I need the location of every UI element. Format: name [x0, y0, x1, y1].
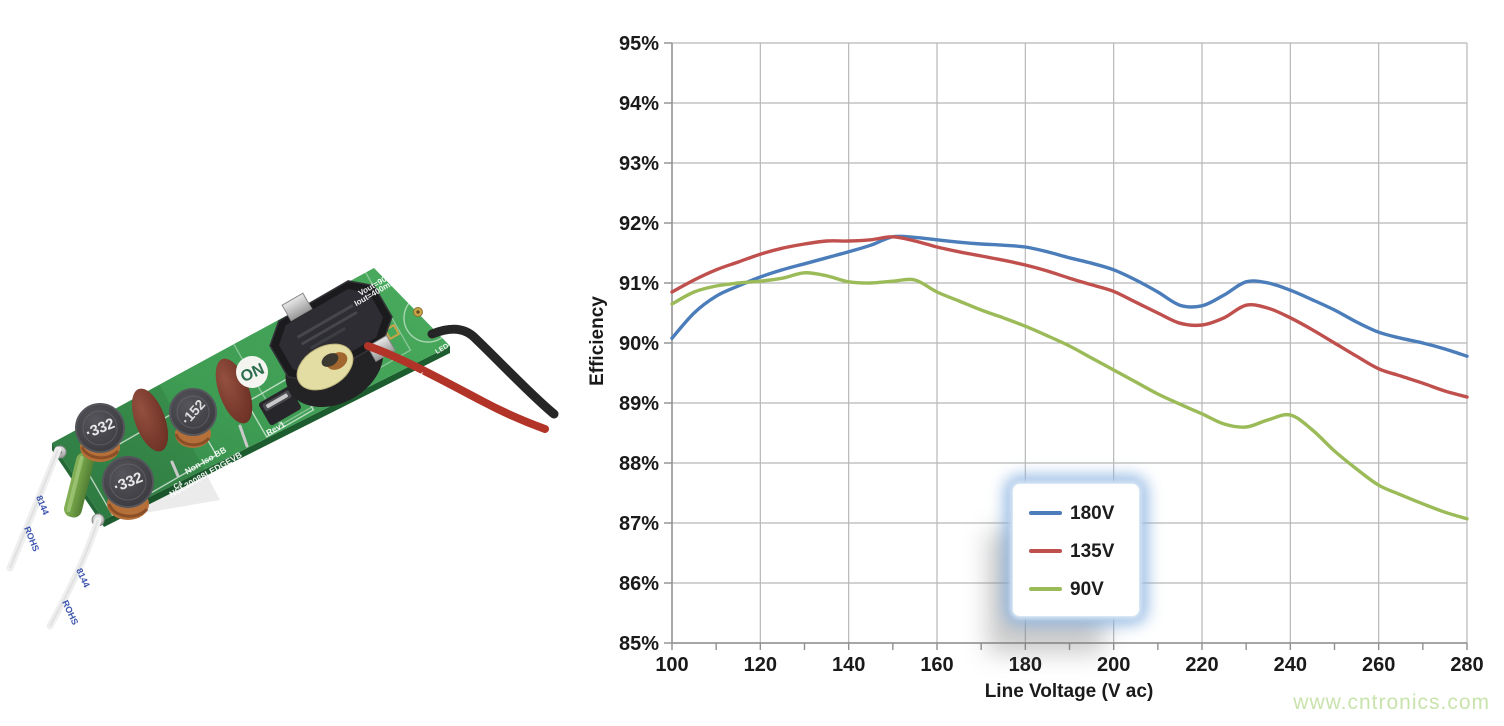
x-tick-label: 180 — [1009, 654, 1042, 676]
y-tick-label: 87% — [619, 513, 659, 535]
toroid-inductor-3: ·152 — [169, 388, 249, 448]
white-wires: 8144 ROHS 8144 ROHS — [6, 446, 102, 630]
black-output-wire — [427, 324, 559, 419]
legend-item-135v: 135V — [1029, 532, 1139, 570]
y-tick-label: 91% — [619, 273, 659, 295]
x-tick-label: 200 — [1097, 654, 1130, 676]
series-line-180V — [670, 234, 1469, 358]
legend-line-sample-180v — [1029, 511, 1062, 515]
wire-marking: ROHS — [60, 599, 80, 627]
green-diode — [63, 452, 95, 518]
legend-line-sample-135v — [1029, 549, 1062, 553]
y-tick-label: 92% — [619, 213, 659, 235]
x-tick-label: 100 — [655, 654, 688, 676]
efficiency-chart: 85% 86% 87% 88% 89% 90% 91% 92% 93% 94% 95% 100 120 1… — [585, 0, 1504, 721]
y-tick-label: 89% — [619, 393, 659, 415]
series-line-90V — [670, 271, 1469, 521]
x-tick-label: 140 — [832, 654, 865, 676]
on-semiconductor-logo: ON — [236, 356, 268, 388]
y-tick-label: 86% — [619, 573, 659, 595]
x-axis-title: Line Voltage (V ac) — [984, 681, 1154, 702]
legend-item-180v: 180V — [1029, 494, 1139, 532]
chart-legend: 180V 135V 90V — [1012, 483, 1140, 617]
red-output-wire — [364, 342, 549, 433]
legend-label: 90V — [1070, 578, 1104, 600]
pcb-shading — [52, 385, 220, 520]
x-tick-label: 240 — [1274, 654, 1307, 676]
pcb-photo: 8144 ROHS 8144 ROHS ·332 ·332 ·152 — [0, 0, 600, 721]
y-tick-label: 90% — [619, 333, 659, 355]
y-tick-label: 95% — [619, 33, 659, 55]
x-tick-label: 260 — [1362, 654, 1395, 676]
legend-item-90v: 90V — [1029, 570, 1139, 608]
x-tick-label: 160 — [920, 654, 953, 676]
x-tick-label: 220 — [1185, 654, 1218, 676]
toroid-inductor-1: ·332 — [75, 403, 125, 462]
silkscreen-c4: C4 — [173, 480, 184, 491]
series-line-135V — [670, 235, 1469, 399]
watermark: www.cntronics.com — [1293, 691, 1490, 714]
smd-component — [259, 386, 301, 426]
transformer — [269, 280, 396, 408]
toroid-inductor-2: ·332 — [102, 456, 154, 520]
y-tick-label: 94% — [619, 93, 659, 115]
legend-label: 135V — [1070, 540, 1115, 562]
film-capacitor-2 — [215, 358, 253, 424]
pcb-illustration: 8144 ROHS 8144 ROHS ·332 ·332 ·152 — [6, 253, 559, 630]
x-tick-label: 280 — [1450, 654, 1483, 676]
pcb-edge — [104, 346, 450, 527]
plot-area: 85% 86% 87% 88% 89% 90% 91% 92% 93% 94% 95% 100 120 1… — [619, 33, 1484, 676]
x-tick-label: 120 — [744, 654, 777, 676]
legend-line-sample-90v — [1029, 587, 1062, 591]
y-tick-label: 88% — [619, 453, 659, 475]
y-tick-label: 85% — [619, 633, 659, 655]
y-axis-title: Efficiency — [587, 296, 608, 386]
legend-label: 180V — [1070, 502, 1115, 524]
y-tick-label: 93% — [619, 153, 659, 175]
film-capacitor-1 — [131, 388, 180, 478]
